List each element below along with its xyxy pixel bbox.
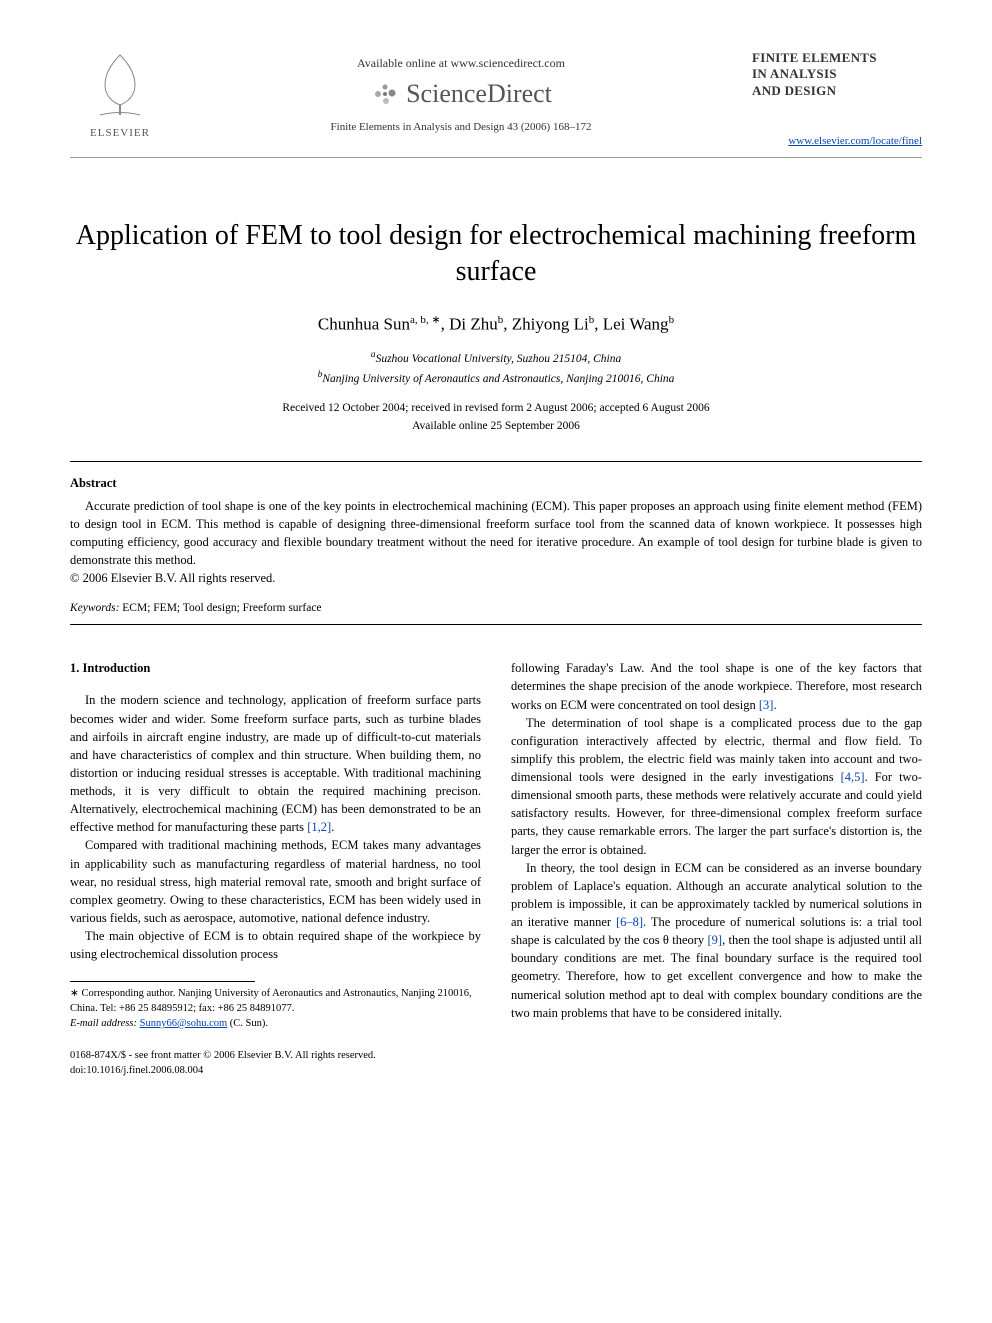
- available-online-text: Available online at www.sciencedirect.co…: [170, 56, 752, 71]
- corr-text: Corresponding author. Nanjing University…: [70, 988, 472, 1014]
- cite-9[interactable]: [9]: [708, 933, 723, 947]
- keywords-list: ECM; FEM; Tool design; Freeform surface: [119, 602, 321, 614]
- right-column: following Faraday's Law. And the tool sh…: [511, 659, 922, 1078]
- corr-email-link[interactable]: Sunny66@sohu.com: [140, 1018, 228, 1029]
- body-columns: 1. Introduction In the modern science an…: [70, 659, 922, 1078]
- left-p2: Compared with traditional machining meth…: [70, 836, 481, 927]
- footnote-rule: [70, 981, 255, 982]
- author-1: Chunhua Sun: [318, 314, 410, 333]
- doi-line: doi:10.1016/j.finel.2006.08.004: [70, 1065, 203, 1076]
- author-sep-2: , Zhiyong Li: [503, 314, 588, 333]
- email-name: (C. Sun).: [227, 1018, 268, 1029]
- abstract-bottom-rule: [70, 624, 922, 625]
- header-rule: [70, 157, 922, 158]
- dates-line2: Available online 25 September 2006: [412, 420, 580, 432]
- sciencedirect-text: ScienceDirect: [406, 79, 552, 109]
- right-p3: In theory, the tool design in ECM can be…: [511, 859, 922, 1022]
- right-p2: The determination of tool shape is a com…: [511, 714, 922, 859]
- cite-3[interactable]: [3]: [759, 698, 774, 712]
- keywords-label: Keywords:: [70, 602, 119, 614]
- bottom-matter: 0168-874X/$ - see front matter © 2006 El…: [70, 1049, 481, 1078]
- cite-6-8[interactable]: [6–8]: [616, 915, 643, 929]
- journal-title-line1: FINITE ELEMENTS: [752, 50, 922, 66]
- header-right: FINITE ELEMENTS IN ANALYSIS AND DESIGN w…: [752, 50, 922, 147]
- abstract-heading: Abstract: [70, 476, 922, 491]
- copyright-line: © 2006 Elsevier B.V. All rights reserved…: [70, 571, 922, 586]
- journal-reference: Finite Elements in Analysis and Design 4…: [170, 121, 752, 133]
- email-label: E-mail address:: [70, 1018, 137, 1029]
- journal-title-line3: AND DESIGN: [752, 83, 922, 99]
- author-sep-1: , Di Zhu: [441, 314, 498, 333]
- left-p1: In the modern science and technology, ap…: [70, 691, 481, 836]
- abstract-top-rule: [70, 461, 922, 462]
- affil-a: Suzhou Vocational University, Suzhou 215…: [376, 353, 622, 365]
- corresponding-footnote: ∗ Corresponding author. Nanjing Universi…: [70, 987, 481, 1031]
- elsevier-logo-block: ELSEVIER: [70, 50, 170, 139]
- abstract-body: Accurate prediction of tool shape is one…: [70, 497, 922, 570]
- dates-line1: Received 12 October 2004; received in re…: [282, 402, 709, 414]
- author-4-sup: b: [669, 314, 675, 326]
- cite-4-5[interactable]: [4,5]: [841, 770, 865, 784]
- elsevier-tree-icon: [90, 50, 150, 120]
- corr-star: ∗: [70, 988, 81, 999]
- author-1-sup: a, b, ∗: [410, 314, 441, 326]
- elsevier-label: ELSEVIER: [70, 127, 170, 139]
- sciencedirect-logo: ScienceDirect: [370, 79, 552, 109]
- paper-title: Application of FEM to tool design for el…: [70, 218, 922, 291]
- keywords: Keywords: ECM; FEM; Tool design; Freefor…: [70, 602, 922, 614]
- sciencedirect-swirl-icon: [370, 79, 400, 109]
- right-p1: following Faraday's Law. And the tool sh…: [511, 659, 922, 713]
- left-p3: The main objective of ECM is to obtain r…: [70, 927, 481, 963]
- journal-homepage-link[interactable]: www.elsevier.com/locate/finel: [752, 135, 922, 147]
- header: ELSEVIER Available online at www.science…: [70, 50, 922, 147]
- cite-1-2[interactable]: [1,2]: [307, 820, 331, 834]
- section-1-heading: 1. Introduction: [70, 659, 481, 677]
- journal-title: FINITE ELEMENTS IN ANALYSIS AND DESIGN: [752, 50, 922, 99]
- author-sep-3: , Lei Wang: [594, 314, 668, 333]
- authors: Chunhua Suna, b, ∗, Di Zhub, Zhiyong Lib…: [70, 313, 922, 335]
- issn-line: 0168-874X/$ - see front matter © 2006 El…: [70, 1050, 376, 1061]
- journal-title-line2: IN ANALYSIS: [752, 66, 922, 82]
- left-column: 1. Introduction In the modern science an…: [70, 659, 481, 1078]
- affiliations: aSuzhou Vocational University, Suzhou 21…: [70, 348, 922, 388]
- article-dates: Received 12 October 2004; received in re…: [70, 400, 922, 435]
- header-center: Available online at www.sciencedirect.co…: [170, 50, 752, 133]
- affil-b: Nanjing University of Aeronautics and As…: [322, 373, 674, 385]
